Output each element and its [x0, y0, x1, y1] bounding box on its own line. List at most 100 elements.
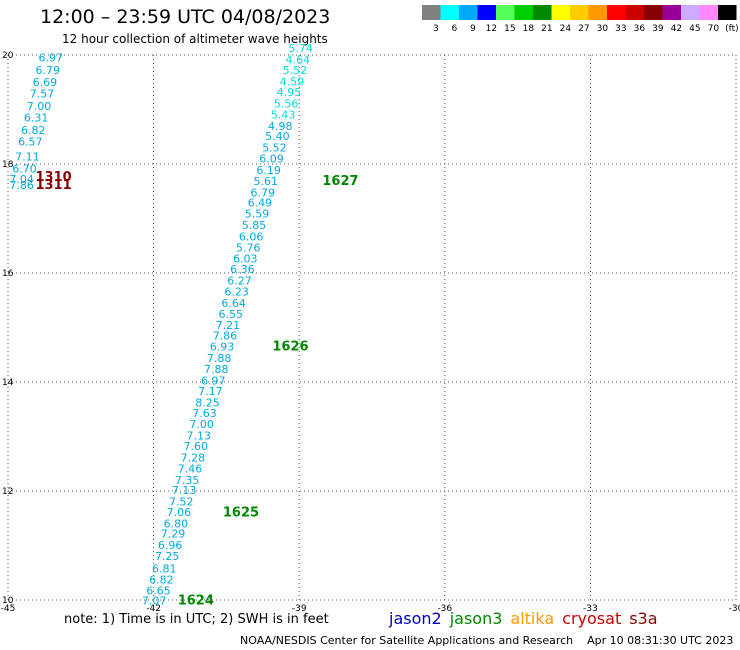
- wave-height-label: 4.98: [268, 120, 293, 133]
- wave-height-label: 7.13: [186, 429, 211, 442]
- wave-height-label: 7.29: [161, 527, 186, 540]
- color-swatch: [477, 5, 496, 20]
- pass-time-label: 1626: [272, 339, 308, 354]
- color-swatch: [607, 5, 626, 20]
- y-tick-label: 18: [2, 160, 14, 170]
- color-swatch: [625, 5, 644, 20]
- wave-height-label: 7.86: [9, 179, 34, 192]
- color-bar-tick: 21: [541, 24, 552, 34]
- timestamp-text: Apr 10 08:31:30 UTC 2023: [587, 634, 734, 647]
- wave-height-label: 7.35: [175, 474, 200, 487]
- pass-time-label: 1624: [178, 593, 214, 608]
- color-swatch: [533, 5, 552, 20]
- wave-height-label: 6.82: [21, 124, 46, 137]
- plot-grid: [7, 54, 737, 601]
- wave-height-label: 7.00: [27, 100, 52, 113]
- wave-height-label: 4.59: [280, 76, 305, 89]
- wave-height-label: 6.57: [18, 136, 43, 149]
- wave-height-label: 7.88: [207, 352, 232, 365]
- wave-height-label: 6.36: [230, 263, 255, 276]
- wave-height-label: 7.57: [30, 88, 55, 101]
- pass-time-label: 1311: [36, 178, 72, 193]
- x-tick-label: -39: [292, 604, 307, 614]
- wave-height-label: 5.61: [253, 175, 278, 188]
- pass-time-label: 1627: [322, 174, 358, 189]
- footer-note: note: 1) Time is in UTC; 2) SWH is in fe…: [64, 612, 329, 627]
- wave-height-label: 7.60: [184, 440, 209, 453]
- wave-height-label: 7.11: [15, 150, 40, 163]
- wave-height-label: 6.27: [227, 275, 252, 288]
- wave-height-label: 7.52: [169, 495, 194, 508]
- color-swatch: [459, 5, 478, 20]
- wave-height-label: 7.17: [198, 385, 223, 398]
- wave-height-label: 5.59: [245, 208, 270, 221]
- color-bar-tick: 42: [671, 24, 682, 34]
- data-labels: 7.076.656.826.817.256.967.296.807.067.52…: [9, 42, 313, 608]
- color-bar-tick: 36: [634, 24, 646, 34]
- wave-height-label: 8.25: [195, 397, 220, 410]
- x-tick-label: -45: [1, 604, 16, 614]
- wave-height-label: 5.56: [274, 97, 299, 110]
- y-tick-label: 10: [2, 596, 14, 606]
- wave-height-label: 6.81: [152, 562, 177, 575]
- wave-height-label: 5.52: [283, 64, 308, 77]
- color-bar-tick: 45: [689, 24, 700, 34]
- wave-height-label: 6.96: [158, 539, 183, 552]
- legend-altika: altika: [510, 609, 555, 628]
- wave-height-label: 7.88: [204, 363, 229, 376]
- color-bar-tick: 24: [560, 24, 572, 34]
- credit-line: NOAA/NESDIS Center for Satellite Applica…: [240, 634, 733, 647]
- x-tick-label: -42: [146, 604, 161, 614]
- satellite-legend: jason2 jason3 altika cryosat s3a: [389, 609, 666, 628]
- wave-height-label: 6.97: [201, 374, 226, 387]
- color-swatch: [718, 5, 737, 20]
- wave-height-label: 6.65: [146, 585, 171, 598]
- wave-height-label: 6.82: [149, 574, 174, 587]
- wave-height-label: 7.28: [181, 452, 206, 465]
- wave-height-label: 7.46: [178, 463, 203, 476]
- color-swatch: [496, 5, 515, 20]
- wave-height-label: 6.69: [33, 76, 58, 89]
- x-tick-label: -33: [583, 604, 598, 614]
- color-bar: 3 6 9 12 15 18 21 24 27 30 33 36 39 42 45 70 (ft): [422, 5, 739, 34]
- wave-height-label: 6.64: [221, 297, 246, 310]
- color-bar-tick: 3: [433, 24, 439, 34]
- wave-height-label: 7.06: [167, 506, 192, 519]
- wave-height-label: 6.19: [256, 164, 281, 177]
- color-swatch: [588, 5, 607, 20]
- color-bar-tick: 12: [486, 24, 497, 34]
- wave-height-label: 5.85: [242, 219, 267, 232]
- wave-height-label: 7.63: [192, 407, 217, 420]
- page-subtitle: 12 hour collection of altimeter wave hei…: [62, 32, 328, 46]
- color-bar-tick: 15: [504, 24, 515, 34]
- wave-height-label: 7.21: [216, 319, 241, 332]
- color-bar-tick: 27: [578, 24, 589, 34]
- wave-height-label: 4.95: [277, 86, 302, 99]
- legend-jason3: jason3: [449, 609, 503, 628]
- color-swatch: [644, 5, 663, 20]
- y-tick-label: 12: [2, 487, 13, 497]
- wave-height-label: 7.86: [213, 330, 238, 343]
- legend-jason2: jason2: [389, 609, 442, 628]
- color-bar-tick: 6: [452, 24, 458, 34]
- y-tick-label: 14: [2, 378, 14, 388]
- y-tick-label: 20: [2, 51, 14, 61]
- wave-height-label: 6.06: [239, 230, 264, 243]
- wave-height-label: 6.93: [210, 340, 235, 353]
- page-title: 12:00 – 23:59 UTC 04/08/2023: [40, 6, 331, 28]
- color-swatch: [440, 5, 459, 20]
- pass-time-label: 1625: [223, 506, 259, 521]
- color-swatch: [514, 5, 533, 20]
- wave-height-label: 6.79: [251, 186, 276, 199]
- wave-height-label: 6.09: [259, 152, 284, 165]
- wave-height-label: 7.13: [172, 484, 197, 497]
- color-bar-tick: 70: [708, 24, 720, 34]
- color-swatch: [570, 5, 589, 20]
- color-swatch: [699, 5, 718, 20]
- wave-height-label: 7.25: [155, 550, 180, 563]
- legend-cryosat: cryosat: [562, 609, 622, 628]
- axis-ticks: -45 -42 -39 -36 -33 -30 10 12 14 16 18 20: [1, 51, 740, 614]
- y-tick-label: 16: [2, 269, 14, 279]
- wave-height-label: 6.80: [164, 518, 189, 531]
